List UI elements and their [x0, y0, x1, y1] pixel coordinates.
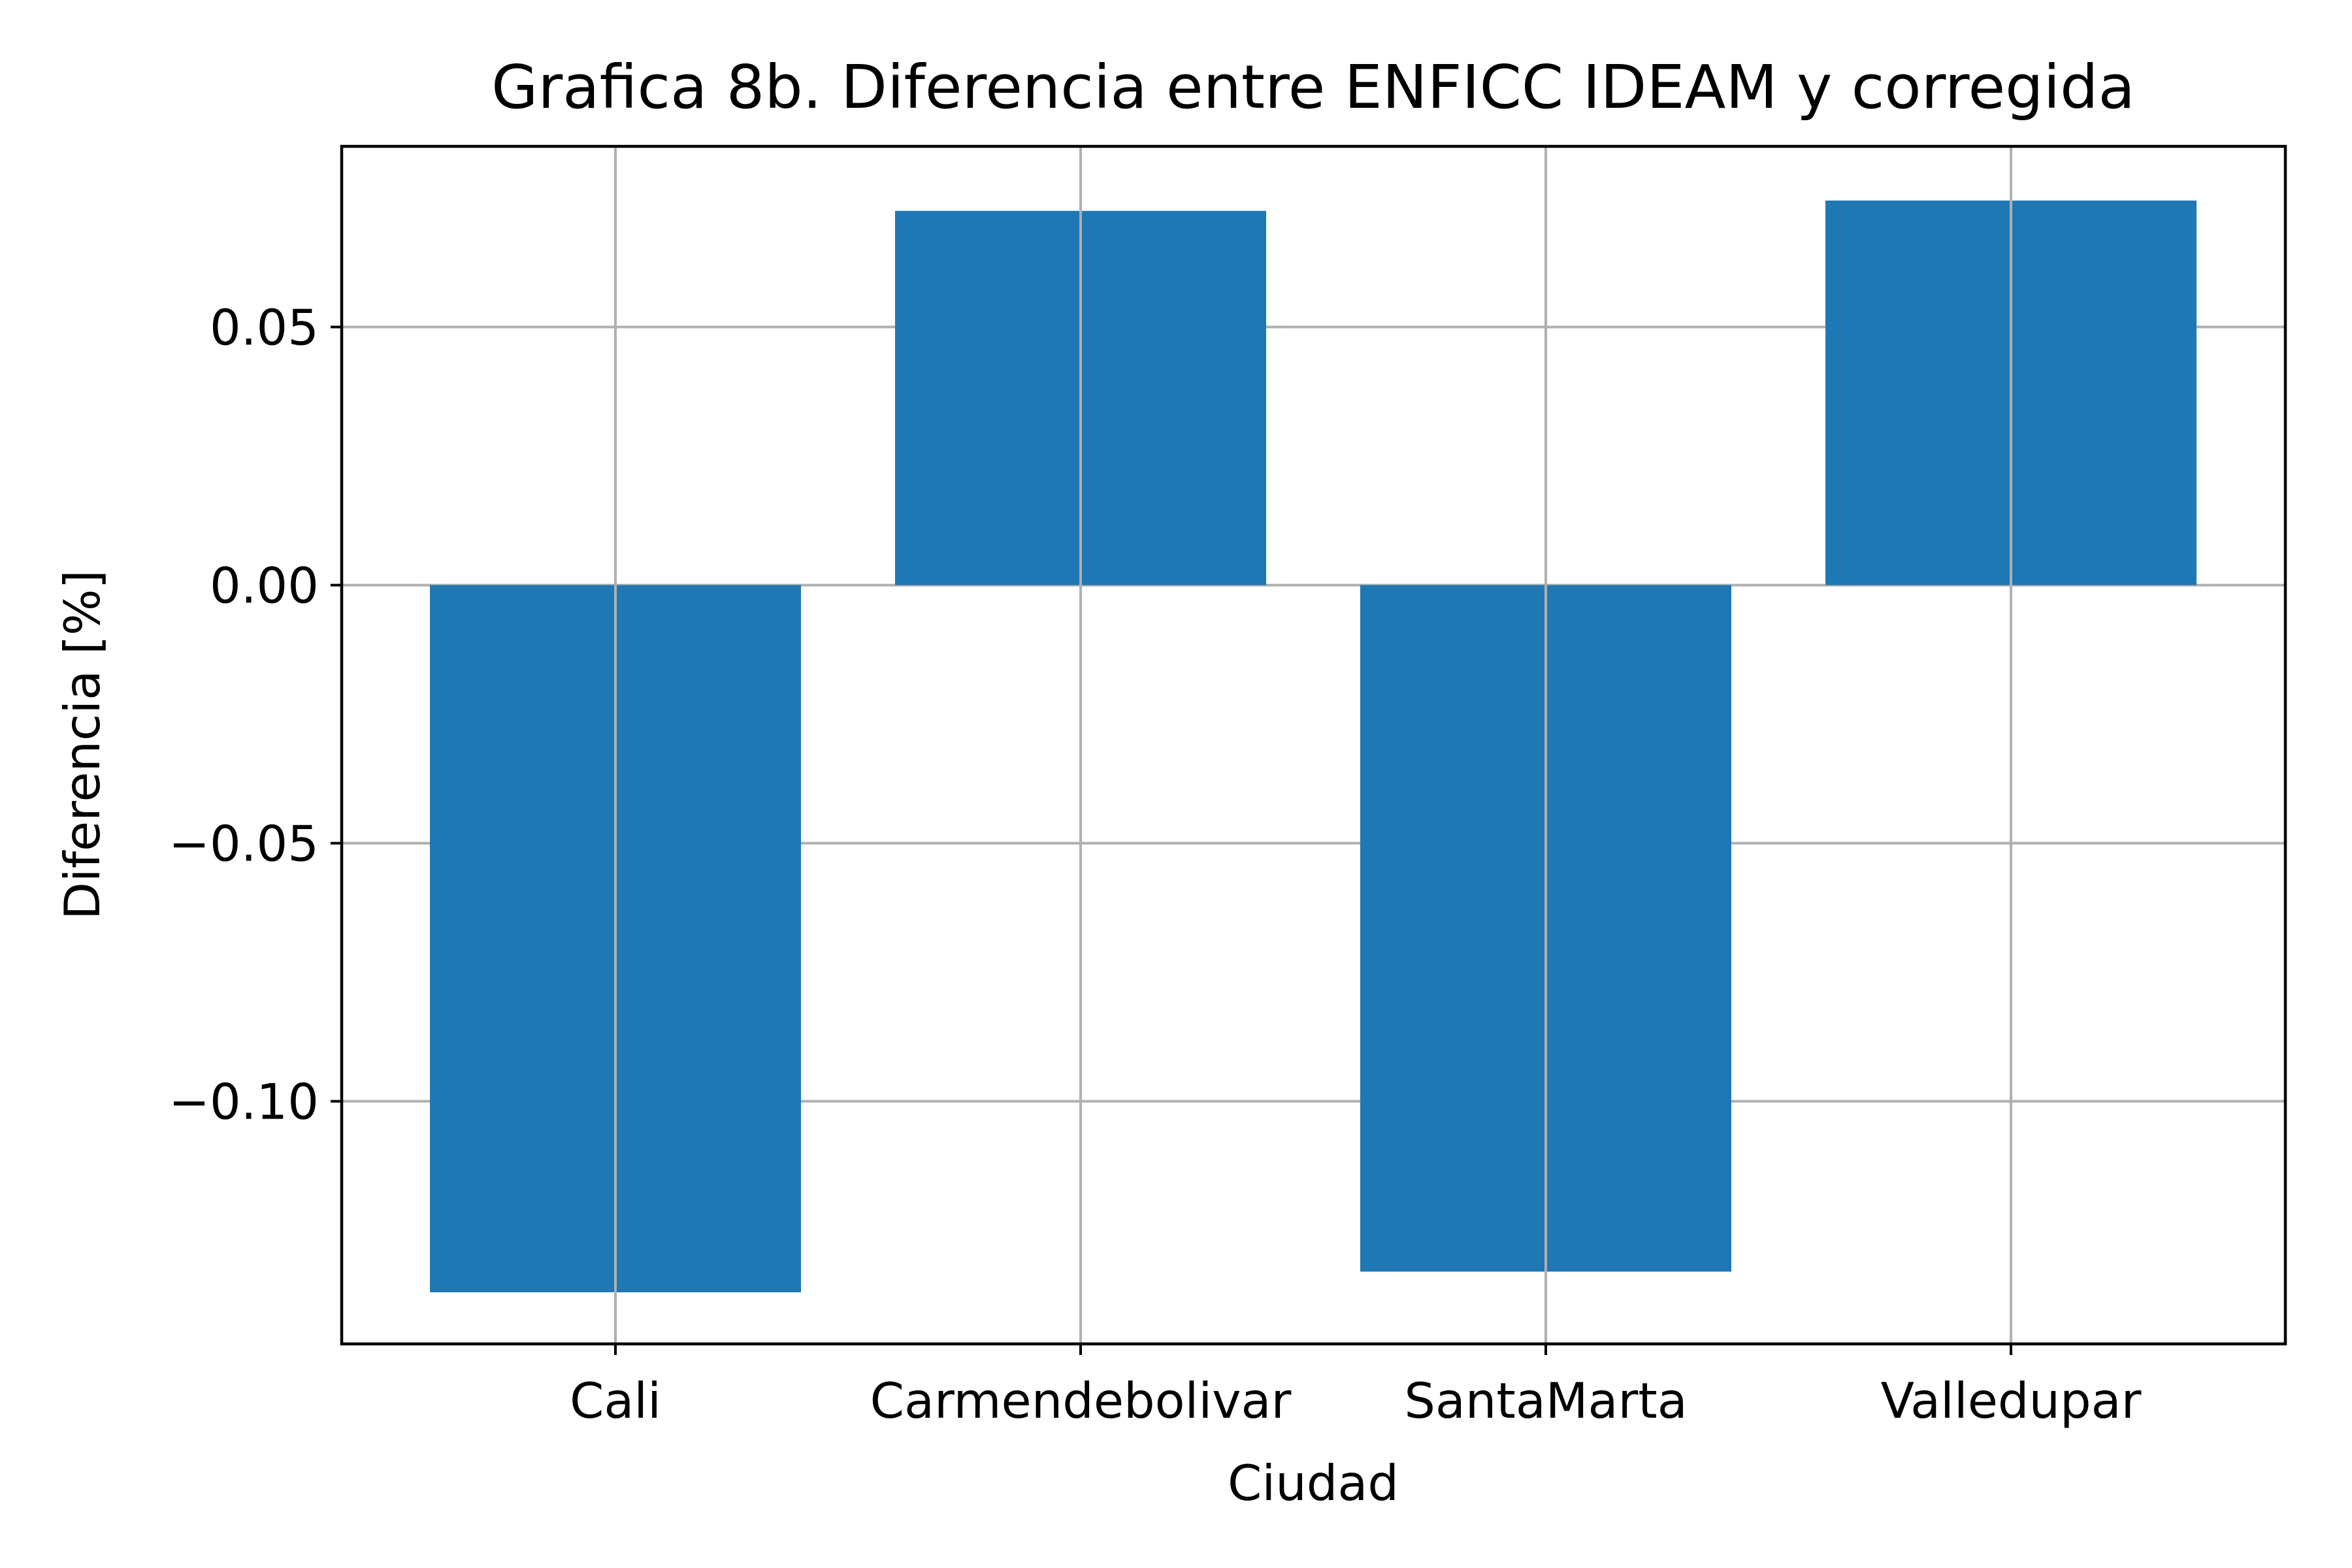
x-tick-label: SantaMarta — [1404, 1372, 1687, 1429]
y-tick-label: 0.00 — [210, 557, 319, 615]
y-tick-label: −0.10 — [169, 1073, 319, 1131]
x-tick-label: Carmendebolivar — [870, 1372, 1292, 1429]
plot-frame — [340, 144, 2287, 1346]
y-axis-label: Diferencia [%] — [54, 570, 111, 920]
y-tick-label: 0.05 — [210, 299, 319, 357]
y-tick-label: −0.05 — [169, 815, 319, 873]
chart-title: Grafica 8b. Diferencia entre ENFICC IDEA… — [491, 52, 2135, 122]
x-tick-label: Cali — [570, 1372, 661, 1429]
x-axis-label: Ciudad — [1228, 1454, 1399, 1512]
x-tick-label: Valledupar — [1881, 1372, 2142, 1429]
vertical-grid-layer — [614, 146, 2012, 1344]
ticks-layer: −0.10 −0.05 0.00 0.05 Cali Carmendebolivar San… — [169, 299, 2141, 1429]
